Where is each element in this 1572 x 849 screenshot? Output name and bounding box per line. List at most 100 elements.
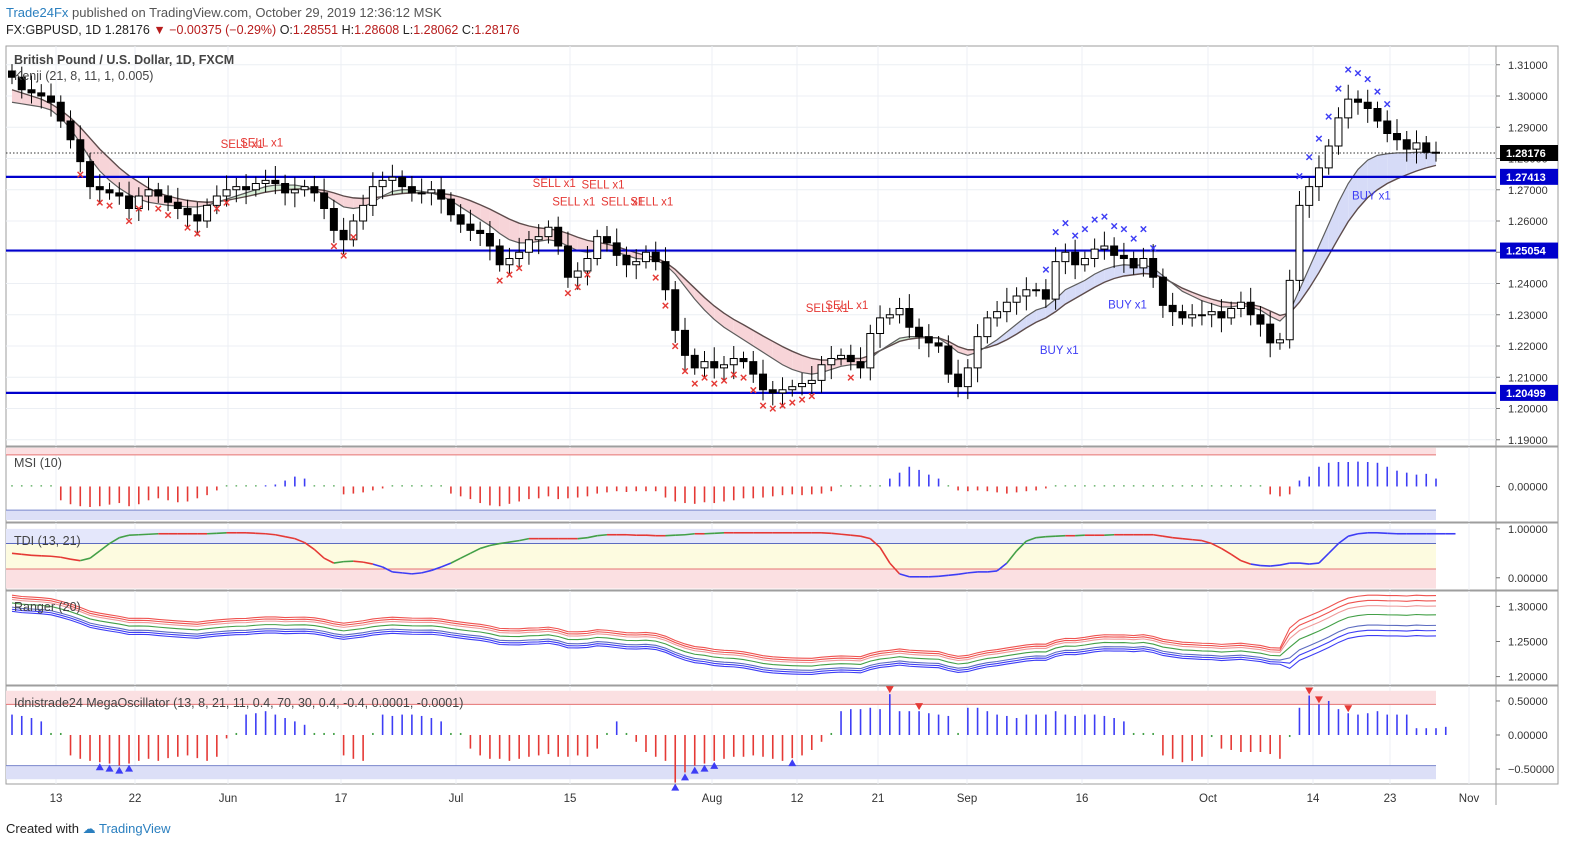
tdi-line-segment xyxy=(460,552,471,559)
low-value: 1.28062 xyxy=(413,23,459,37)
kenji-cloud-segment xyxy=(753,330,764,353)
candle-body xyxy=(1022,289,1031,297)
kenji-cloud-segment xyxy=(675,269,685,287)
tdi-line-segment xyxy=(284,535,296,540)
sell-x-marker: × xyxy=(515,261,523,276)
kenji-cloud-segment xyxy=(1114,264,1124,279)
last-price-tag xyxy=(1500,145,1558,161)
msi-upper-band xyxy=(6,447,1436,455)
tdi-line-segment xyxy=(1016,540,1027,552)
kenji-cloud-segment xyxy=(1396,152,1407,179)
mega-buy-triangle-icon xyxy=(105,764,114,772)
tdi-line-segment xyxy=(889,562,901,575)
sell-x-marker: × xyxy=(701,370,709,385)
tdi-line-segment xyxy=(323,557,335,564)
sell-x-marker: × xyxy=(769,401,777,416)
kenji-cloud-segment xyxy=(1426,152,1436,168)
candle-body xyxy=(164,195,173,203)
kenji-cloud-segment xyxy=(782,346,793,370)
buy-x-marker: × xyxy=(1364,72,1372,87)
kenji-cloud-segment xyxy=(1416,152,1427,171)
tdi-line-segment xyxy=(509,539,520,543)
candles xyxy=(8,64,1440,408)
tdi-line-segment xyxy=(1211,542,1222,550)
candle-body xyxy=(1246,301,1255,316)
tdi-line-segment xyxy=(489,542,500,547)
candle-body xyxy=(739,358,748,363)
publisher-name[interactable]: Trade24Fx xyxy=(6,5,69,20)
tdi-line-segment xyxy=(967,571,978,574)
y-tick-label: 1.29000 xyxy=(1508,122,1548,134)
candle-body xyxy=(427,189,436,194)
candle-body xyxy=(1178,311,1187,319)
tdi-line-segment xyxy=(1270,564,1281,567)
tdi-line-segment xyxy=(60,556,71,560)
candle-body xyxy=(710,361,719,369)
low-label: L: xyxy=(402,23,414,37)
sell-annotation: SELL x1 xyxy=(806,303,849,315)
tradingview-logo-icon: ☁ xyxy=(82,821,96,836)
candle-body xyxy=(983,317,992,338)
kenji-cloud-segment xyxy=(1299,267,1310,303)
candle-body xyxy=(339,229,348,241)
candle-body xyxy=(290,189,299,194)
candle-body xyxy=(885,314,894,319)
tdi-line-segment xyxy=(684,532,695,536)
buy-x-marker: × xyxy=(1130,231,1138,246)
kenji-cloud-segment xyxy=(470,200,481,220)
sell-annotation: SELL x1 xyxy=(533,178,576,190)
candle-body xyxy=(1363,101,1372,109)
candle-body xyxy=(310,186,319,194)
sell-annotation: SELL x1 xyxy=(630,197,673,209)
footer: Created with ☁ TradingView xyxy=(6,821,171,837)
candle-body xyxy=(700,361,709,369)
candle-body xyxy=(895,308,904,316)
sell-x-marker: × xyxy=(213,201,221,216)
kenji-cloud-segment xyxy=(1182,288,1193,296)
tdi-label: TDI (13, 21) xyxy=(14,534,81,548)
candle-body xyxy=(1100,245,1109,250)
candle-body xyxy=(1119,254,1128,259)
tdi-line-segment xyxy=(869,538,881,549)
sell-x-marker: × xyxy=(749,382,757,397)
sell-x-marker: × xyxy=(76,167,84,182)
tdi-line-segment xyxy=(1221,547,1232,555)
candle-body xyxy=(1032,289,1041,292)
kenji-cloud-segment xyxy=(1348,169,1358,222)
candle-body xyxy=(8,70,16,78)
tdi-lower-zone xyxy=(6,568,1436,589)
buy-x-marker: × xyxy=(1081,222,1089,237)
sell-annotation: SELL x1 xyxy=(601,197,644,209)
candle-body xyxy=(329,208,338,231)
candle-body xyxy=(837,354,846,359)
tdi-line-segment xyxy=(597,533,608,537)
tdi-line-segment xyxy=(1348,532,1359,537)
tdi-line-segment xyxy=(987,570,998,573)
ranger-band-line xyxy=(11,602,1437,667)
created-with-text: Created with xyxy=(6,821,79,836)
tdi-line-segment xyxy=(1240,559,1251,565)
candle-body xyxy=(359,204,368,222)
x-tick-label: Sep xyxy=(957,793,977,805)
kenji-cloud-segment xyxy=(626,249,637,259)
buy-x-marker: × xyxy=(1110,218,1118,233)
tdi-line-segment xyxy=(372,563,383,568)
candle-body xyxy=(476,229,485,234)
sell-x-marker: × xyxy=(847,370,855,385)
sell-x-marker: × xyxy=(564,286,572,301)
sell-x-marker: × xyxy=(164,207,172,222)
y-tick-label: 1.27000 xyxy=(1508,185,1548,197)
candle-body xyxy=(27,89,36,94)
candle-body xyxy=(846,354,855,363)
buy-x-marker: × xyxy=(1374,84,1382,99)
tdi-line-segment xyxy=(1026,536,1037,542)
buy-x-marker: × xyxy=(1042,262,1050,277)
y-tick-label: 1.21000 xyxy=(1508,372,1548,384)
level-price-label: 1.27413 xyxy=(1506,172,1546,184)
tradingview-brand[interactable]: TradingView xyxy=(99,821,171,836)
mega-buy-triangle-icon xyxy=(115,766,124,774)
candle-body xyxy=(1061,251,1070,263)
candle-body xyxy=(622,254,631,266)
candle-body xyxy=(368,186,377,206)
